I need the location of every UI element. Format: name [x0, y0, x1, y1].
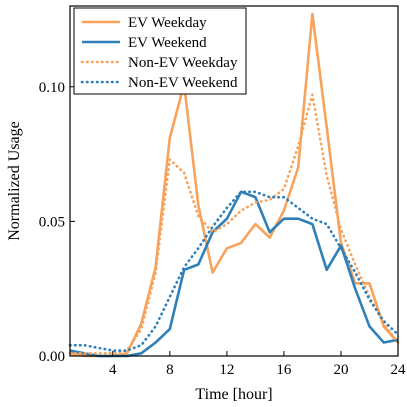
x-tick-label: 4 [109, 362, 117, 378]
x-tick-label: 20 [333, 362, 348, 378]
legend-label-ev-weekend: EV Weekend [128, 35, 207, 51]
plot-frame [69, 5, 399, 357]
y-axis-ticks: 0.00 0.05 0.10 [39, 80, 75, 365]
legend-label-ev-weekday: EV Weekday [128, 15, 207, 31]
legend-label-non-ev-weekend: Non-EV Weekend [128, 75, 238, 91]
y-axis-label: Normalized Usage [6, 121, 23, 241]
series-line-ev-weekend [69, 190, 399, 358]
x-tick-label: 8 [166, 362, 174, 378]
series-line-non-ev-weekday [68, 93, 400, 355]
legend: EV Weekday EV Weekend Non-EV Weekday Non-EV… [73, 7, 247, 95]
legend-box [73, 7, 247, 95]
series-line-non-ev-weekend [68, 190, 400, 352]
x-axis-label: Time [hour] [195, 386, 272, 403]
x-tick-label: 12 [219, 362, 234, 378]
y-tick-label: 0.05 [39, 214, 65, 230]
y-tick-label: 0.00 [39, 349, 65, 365]
x-axis-ticks: 4 8 12 16 20 24 [109, 351, 406, 378]
x-tick-label: 16 [276, 362, 292, 378]
legend-label-non-ev-weekday: Non-EV Weekday [128, 55, 238, 71]
y-tick-label: 0.10 [39, 80, 65, 96]
x-tick-label: 24 [391, 362, 407, 378]
